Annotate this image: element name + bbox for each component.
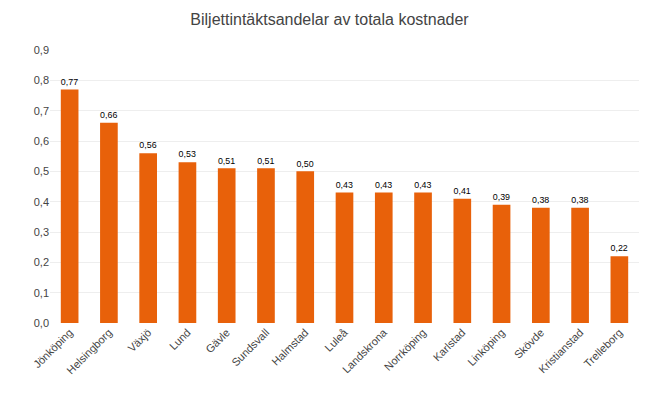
svg-text:0,51: 0,51 (257, 156, 274, 166)
svg-text:0,43: 0,43 (375, 180, 392, 190)
svg-text:0,1: 0,1 (34, 287, 49, 299)
svg-text:0,3: 0,3 (34, 226, 49, 238)
svg-text:0,53: 0,53 (179, 149, 196, 159)
svg-text:Norrköping: Norrköping (382, 326, 429, 373)
svg-text:Växjö: Växjö (126, 326, 154, 354)
svg-text:0,77: 0,77 (61, 77, 78, 87)
svg-text:0,5: 0,5 (34, 165, 49, 177)
svg-text:0,43: 0,43 (336, 180, 353, 190)
svg-text:0,39: 0,39 (493, 192, 510, 202)
svg-text:Trelleborg: Trelleborg (581, 326, 624, 369)
svg-text:0,7: 0,7 (34, 105, 49, 117)
svg-text:Gävle: Gävle (203, 326, 232, 355)
svg-text:0,9: 0,9 (34, 44, 49, 56)
svg-text:Luleå: Luleå (322, 326, 350, 354)
svg-text:0,22: 0,22 (611, 243, 628, 253)
svg-text:0,51: 0,51 (218, 156, 235, 166)
svg-text:0,43: 0,43 (414, 180, 431, 190)
svg-text:Kristianstad: Kristianstad (536, 326, 585, 375)
svg-text:Helsingborg: Helsingborg (64, 326, 114, 376)
svg-text:Karlstad: Karlstad (431, 326, 468, 363)
svg-text:0,56: 0,56 (139, 140, 156, 150)
svg-text:0,38: 0,38 (532, 195, 549, 205)
svg-text:0,38: 0,38 (571, 195, 588, 205)
svg-text:0,66: 0,66 (100, 110, 117, 120)
svg-text:Sundsvall: Sundsvall (229, 326, 271, 368)
svg-text:0,41: 0,41 (453, 186, 470, 196)
svg-text:0,4: 0,4 (34, 196, 49, 208)
svg-text:0,0: 0,0 (34, 317, 49, 329)
svg-text:Lund: Lund (167, 326, 193, 352)
svg-text:0,8: 0,8 (34, 74, 49, 86)
svg-text:Landskrona: Landskrona (340, 326, 390, 376)
svg-text:Skövde: Skövde (512, 326, 546, 360)
svg-text:0,50: 0,50 (296, 159, 313, 169)
svg-text:Biljettintäktsandelar av total: Biljettintäktsandelar av totala kostnade… (190, 11, 469, 28)
svg-text:0,2: 0,2 (34, 256, 49, 268)
svg-text:Linköping: Linköping (465, 326, 507, 368)
svg-text:0,6: 0,6 (34, 135, 49, 147)
svg-text:Jönköping: Jönköping (31, 326, 75, 370)
svg-text:Halmstad: Halmstad (269, 326, 310, 367)
